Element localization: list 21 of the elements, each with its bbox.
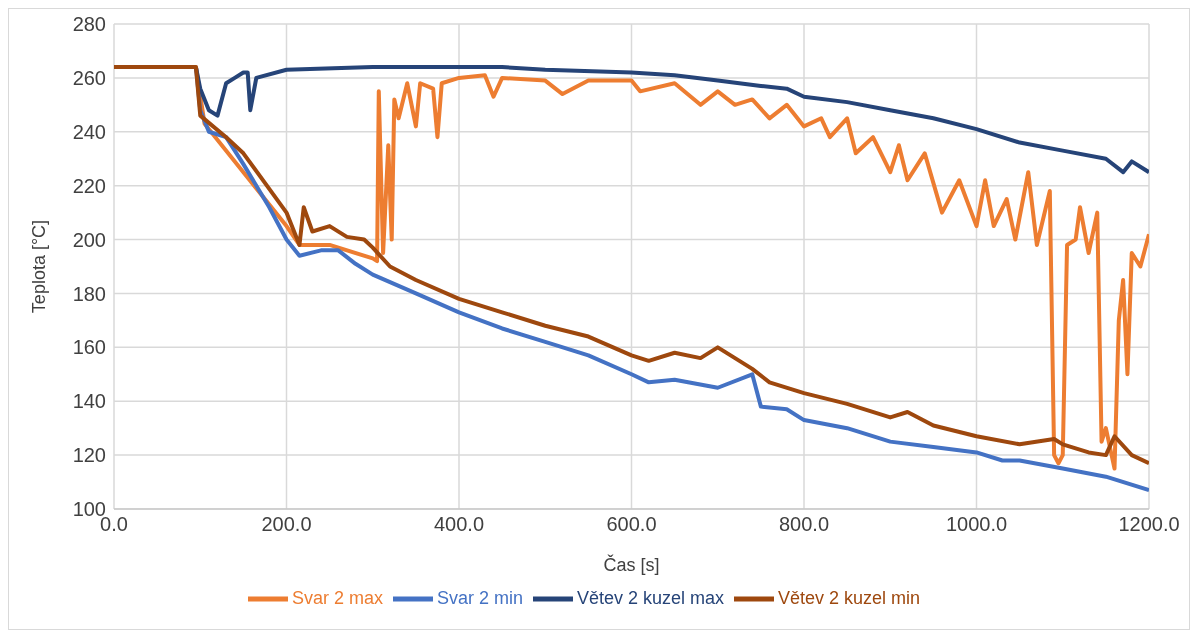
x-tick-label: 1000.0	[945, 513, 1008, 536]
y-axis-title: Teplota [°C]	[29, 219, 50, 314]
y-tick-label: 120	[72, 444, 106, 467]
legend-label: Větev 2 kuzel max	[576, 587, 725, 608]
x-axis-title: Čas [s]	[603, 554, 660, 575]
x-tick-label: 800.0	[778, 513, 830, 536]
y-tick-label: 240	[72, 120, 106, 143]
y-tick-label: 280	[72, 13, 106, 36]
y-tick-label: 220	[72, 174, 106, 197]
y-tick-label: 200	[72, 228, 106, 251]
x-tick-label: 400.0	[433, 513, 485, 536]
legend-label: Větev 2 kuzel min	[778, 587, 921, 608]
y-tick-label: 180	[72, 282, 106, 305]
x-tick-label: 1200.0	[1118, 513, 1180, 536]
legend-label: Svar 2 min	[436, 587, 523, 608]
y-tick-label: 260	[72, 66, 106, 89]
y-tick-label: 160	[72, 336, 106, 359]
x-tick-label: 600.0	[606, 513, 657, 536]
x-tick-label: 200.0	[261, 513, 312, 536]
legend-label: Svar 2 max	[291, 587, 383, 608]
y-tick-label: 140	[72, 390, 106, 413]
